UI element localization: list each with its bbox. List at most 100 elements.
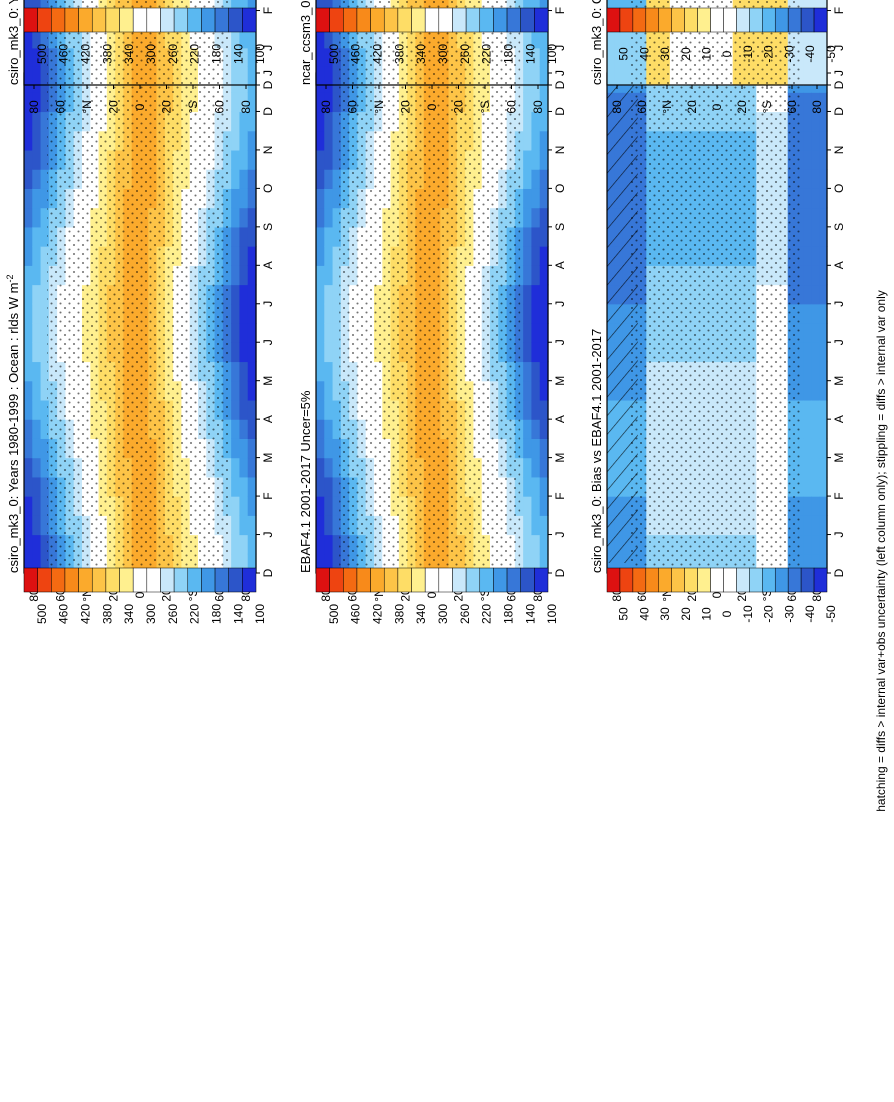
- colorbar-label: 460: [57, 44, 71, 64]
- heatmap-cell: [324, 457, 334, 478]
- heatmap-cell: [523, 130, 533, 151]
- heatmap-cell: [40, 323, 50, 343]
- heatmap-cell: [32, 47, 42, 67]
- month-tick-label: D: [261, 107, 275, 116]
- heatmap-cell: [523, 226, 533, 247]
- colorbar-label: 500: [35, 44, 49, 64]
- colorbar-swatch: [671, 7, 685, 33]
- heatmap-cell: [32, 496, 42, 516]
- heatmap-cell: [539, 399, 549, 420]
- heatmap-cell: [247, 399, 257, 420]
- heatmap-cell: [523, 47, 533, 67]
- heatmap-cell: [247, 149, 257, 170]
- heatmap-cell: [316, 534, 325, 555]
- colorbar-label: 100: [545, 44, 559, 64]
- heatmap-cell: [803, 553, 812, 574]
- month-tick-label: J: [553, 301, 567, 307]
- colorbar-swatch: [187, 567, 202, 593]
- heatmap-cell: [239, 265, 249, 286]
- panel-title: ncar_ccsm3_0: [298, 0, 313, 85]
- heatmap-cell: [332, 0, 342, 12]
- heatmap-cell: [231, 438, 241, 459]
- heatmap-cell: [332, 419, 342, 439]
- heatmap-cell: [247, 111, 257, 132]
- heatmap-cell: [531, 92, 541, 113]
- heatmap-cell: [539, 534, 549, 555]
- colorbar-label: 300: [436, 44, 450, 64]
- colorbar-swatch: [37, 567, 52, 593]
- heatmap-cell: [539, 0, 549, 12]
- heatmap-cell: [316, 92, 325, 113]
- colorbar-label: 260: [458, 604, 472, 624]
- heatmap-cell: [811, 0, 820, 12]
- heatmap-cell: [231, 553, 241, 574]
- heatmap-cell: [231, 380, 241, 401]
- heatmap-cell: [231, 47, 241, 67]
- colorbar-swatch: [173, 7, 189, 33]
- heatmap-cell: [239, 361, 249, 382]
- heatmap-cell: [332, 265, 342, 286]
- panel-title: EBAF4.1 2001-2017 Uncer=5%: [298, 390, 313, 573]
- stipple-overlay: [47, 73, 229, 573]
- heatmap-cell: [803, 496, 812, 516]
- colorbar-swatch: [619, 567, 634, 593]
- heatmap-cell: [32, 380, 42, 401]
- lat-tick-label: 80: [27, 100, 41, 114]
- colorbar-swatch: [534, 7, 549, 33]
- heatmap-cell: [32, 342, 42, 363]
- heatmap-cell: [231, 66, 241, 86]
- heatmap-cell: [324, 380, 334, 401]
- heatmap-cell: [40, 92, 50, 113]
- heatmap-cell: [811, 226, 820, 247]
- heatmap-cell: [32, 188, 42, 209]
- colorbar-label: 140: [231, 44, 245, 64]
- colorbar-swatch: [749, 7, 763, 33]
- heatmap-cell: [24, 265, 33, 286]
- colorbar-swatch: [105, 7, 120, 33]
- heatmap-cell: [24, 515, 33, 536]
- colorbar-label: 340: [122, 44, 136, 64]
- heatmap-cell: [231, 207, 241, 228]
- heatmap-cell: [531, 284, 541, 305]
- colorbar-swatch: [697, 567, 711, 593]
- heatmap-cell: [24, 323, 33, 343]
- heatmap-cell: [819, 169, 828, 189]
- heatmap-cell: [819, 149, 828, 170]
- heatmap-cell: [523, 553, 533, 574]
- colorbar-swatch: [736, 567, 750, 593]
- panel-change: 8060°N20020°S6080DJFMAMJJASONDJcsiro_mk3…: [589, 0, 846, 114]
- heatmap-cell: [803, 226, 812, 247]
- heatmap-cell: [803, 457, 812, 478]
- colorbar-swatch: [465, 567, 481, 593]
- colorbar-swatch: [762, 7, 776, 33]
- heatmap-cell: [531, 496, 541, 516]
- heatmap-cell: [324, 265, 334, 286]
- heatmap-cell: [523, 534, 533, 555]
- heatmap-cell: [607, 29, 616, 49]
- colorbar-swatch: [370, 7, 385, 33]
- heatmap-cell: [523, 169, 533, 189]
- month-tick-label: S: [832, 223, 846, 231]
- colorbar-swatch: [397, 567, 412, 593]
- heatmap-cell: [40, 226, 50, 247]
- heatmap-cell: [324, 438, 334, 459]
- heatmap-cell: [531, 553, 541, 574]
- heatmap-cell: [803, 342, 812, 363]
- colorbar-label: 10: [700, 607, 714, 621]
- heatmap-cell: [32, 207, 42, 228]
- heatmap-cell: [531, 476, 541, 497]
- heatmap-cell: [32, 226, 42, 247]
- heatmap-cell: [231, 457, 241, 478]
- heatmap-cell: [539, 515, 549, 536]
- colorbar-swatch: [383, 7, 399, 33]
- heatmap-cell: [811, 265, 820, 286]
- month-tick-label: O: [553, 184, 567, 193]
- heatmap-cell: [531, 29, 541, 49]
- heatmap-cell: [811, 380, 820, 401]
- heatmap-cell: [523, 303, 533, 324]
- heatmap-cell: [811, 515, 820, 536]
- heatmap-cell: [531, 457, 541, 478]
- heatmap-cell: [247, 496, 257, 516]
- heatmap-cell: [332, 92, 342, 113]
- heatmap-cell: [231, 399, 241, 420]
